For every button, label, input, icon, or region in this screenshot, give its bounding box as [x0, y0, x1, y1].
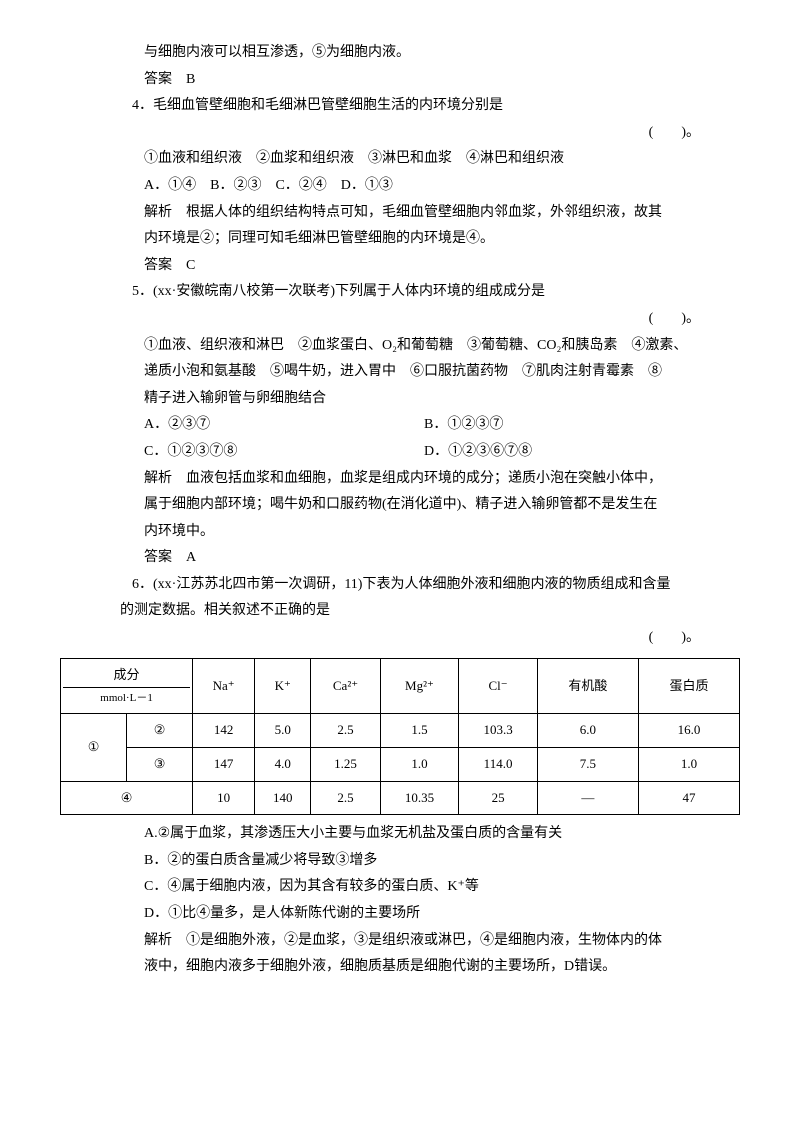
q5-opt-b: B．①②③⑦: [424, 412, 503, 439]
cell: 147: [193, 747, 255, 781]
q6-opt-a: A.②属于血浆，其渗透压大小主要与血浆无机盐及蛋白质的含量有关: [60, 821, 740, 848]
q5-choices-2: 递质小泡和氨基酸 ⑤喝牛奶，进入胃中 ⑥口服抗菌药物 ⑦肌肉注射青霉素 ⑧: [60, 359, 740, 386]
q5-opt-d: D．①②③⑥⑦⑧: [424, 439, 532, 466]
cell: 4.0: [255, 747, 311, 781]
cell: 1.0: [638, 747, 739, 781]
cell: 10: [193, 781, 255, 815]
q5-analysis-3: 内环境中。: [60, 519, 740, 546]
q6-paren: ( )。: [60, 625, 740, 652]
cell: 140: [255, 781, 311, 815]
cell-g1: ①: [61, 714, 127, 781]
table-row: ① ② 142 5.0 2.5 1.5 103.3 6.0 16.0: [61, 714, 740, 748]
q5-paren: ( )。: [60, 306, 740, 333]
th-k: K⁺: [255, 658, 311, 714]
cell: 16.0: [638, 714, 739, 748]
table-row: ④ 10 140 2.5 10.35 25 — 47: [61, 781, 740, 815]
q5-answer: 答案 A: [60, 545, 740, 572]
q5-stem: 5．(xx·安徽皖南八校第一次联考)下列属于人体内环境的组成成分是: [120, 279, 740, 306]
cell: 6.0: [537, 714, 638, 748]
q6-opt-b: B．②的蛋白质含量减少将导致③增多: [60, 848, 740, 875]
cell: 1.5: [380, 714, 459, 748]
cell: 114.0: [459, 747, 538, 781]
q5-choices-1: ①血液、组织液和淋巴 ②血浆蛋白、O₂和葡萄糖 ③葡萄糖、CO₂和胰岛素 ④激素…: [60, 333, 740, 360]
th-cl: Cl⁻: [459, 658, 538, 714]
q5-options-row1: A．②③⑦ B．①②③⑦: [60, 412, 740, 439]
cell: 2.5: [311, 714, 380, 748]
cell: 142: [193, 714, 255, 748]
q5-options-row2: C．①②③⑦⑧ D．①②③⑥⑦⑧: [60, 439, 740, 466]
table-row: ③ 147 4.0 1.25 1.0 114.0 7.5 1.0: [61, 747, 740, 781]
th-ca: Ca²⁺: [311, 658, 380, 714]
th-unit: mmol·L－1: [63, 687, 190, 709]
q4-answer: 答案 C: [60, 253, 740, 280]
cell-r2l: ②: [127, 714, 193, 748]
cell: 7.5: [537, 747, 638, 781]
cell: 103.3: [459, 714, 538, 748]
cell: 5.0: [255, 714, 311, 748]
cell: 10.35: [380, 781, 459, 815]
intro-answer: 答案 B: [60, 67, 740, 94]
cell: 1.25: [311, 747, 380, 781]
data-table: 成分 mmol·L－1 Na⁺ K⁺ Ca²⁺ Mg²⁺ Cl⁻ 有机酸 蛋白质…: [60, 658, 740, 816]
q6-stem-1: 6．(xx·江苏苏北四市第一次调研，11)下表为人体细胞外液和细胞内液的物质组成…: [120, 572, 740, 599]
q6-opt-d: D．①比④量多，是人体新陈代谢的主要场所: [60, 901, 740, 928]
cell: 25: [459, 781, 538, 815]
intro-text: 与细胞内液可以相互渗透，⑤为细胞内液。: [60, 40, 740, 67]
th-mg: Mg²⁺: [380, 658, 459, 714]
q4-paren: ( )。: [60, 120, 740, 147]
q5-choices-3: 精子进入输卵管与卵细胞结合: [60, 386, 740, 413]
q4-analysis-2: 内环境是②；同理可知毛细淋巴管壁细胞的内环境是④。: [60, 226, 740, 253]
q6-analysis-1: 解析 ①是细胞外液，②是血浆，③是组织液或淋巴，④是细胞内液，生物体内的体: [60, 928, 740, 955]
cell: 1.0: [380, 747, 459, 781]
q5-analysis-1: 解析 血液包括血浆和血细胞，血浆是组成内环境的成分；递质小泡在突触小体中，: [60, 466, 740, 493]
q5-opt-a: A．②③⑦: [144, 412, 424, 439]
th-prot: 蛋白质: [638, 658, 739, 714]
q6-stem-2: 的测定数据。相关叙述不正确的是: [60, 598, 740, 625]
cell-r4l: ④: [61, 781, 193, 815]
q4-stem: 4．毛细血管壁细胞和毛细淋巴管壁细胞生活的内环境分别是: [120, 93, 740, 120]
cell: —: [537, 781, 638, 815]
cell: 47: [638, 781, 739, 815]
cell-r3l: ③: [127, 747, 193, 781]
th-cheng: 成分: [63, 663, 190, 688]
th-na: Na⁺: [193, 658, 255, 714]
table-header-row: 成分 mmol·L－1 Na⁺ K⁺ Ca²⁺ Mg²⁺ Cl⁻ 有机酸 蛋白质: [61, 658, 740, 714]
q4-choices: ①血液和组织液 ②血浆和组织液 ③淋巴和血浆 ④淋巴和组织液: [60, 146, 740, 173]
th-org: 有机酸: [537, 658, 638, 714]
q6-opt-c: C．④属于细胞内液，因为其含有较多的蛋白质、K⁺等: [60, 874, 740, 901]
q6-analysis-2: 液中，细胞内液多于细胞外液，细胞质基质是细胞代谢的主要场所，D错误。: [60, 954, 740, 981]
q4-options: A．①④ B．②③ C．②④ D．①③: [60, 173, 740, 200]
q5-opt-c: C．①②③⑦⑧: [144, 439, 424, 466]
q4-analysis-1: 解析 根据人体的组织结构特点可知，毛细血管壁细胞内邻血浆，外邻组织液，故其: [60, 200, 740, 227]
cell: 2.5: [311, 781, 380, 815]
q5-analysis-2: 属于细胞内部环境；喝牛奶和口服药物(在消化道中)、精子进入输卵管都不是发生在: [60, 492, 740, 519]
